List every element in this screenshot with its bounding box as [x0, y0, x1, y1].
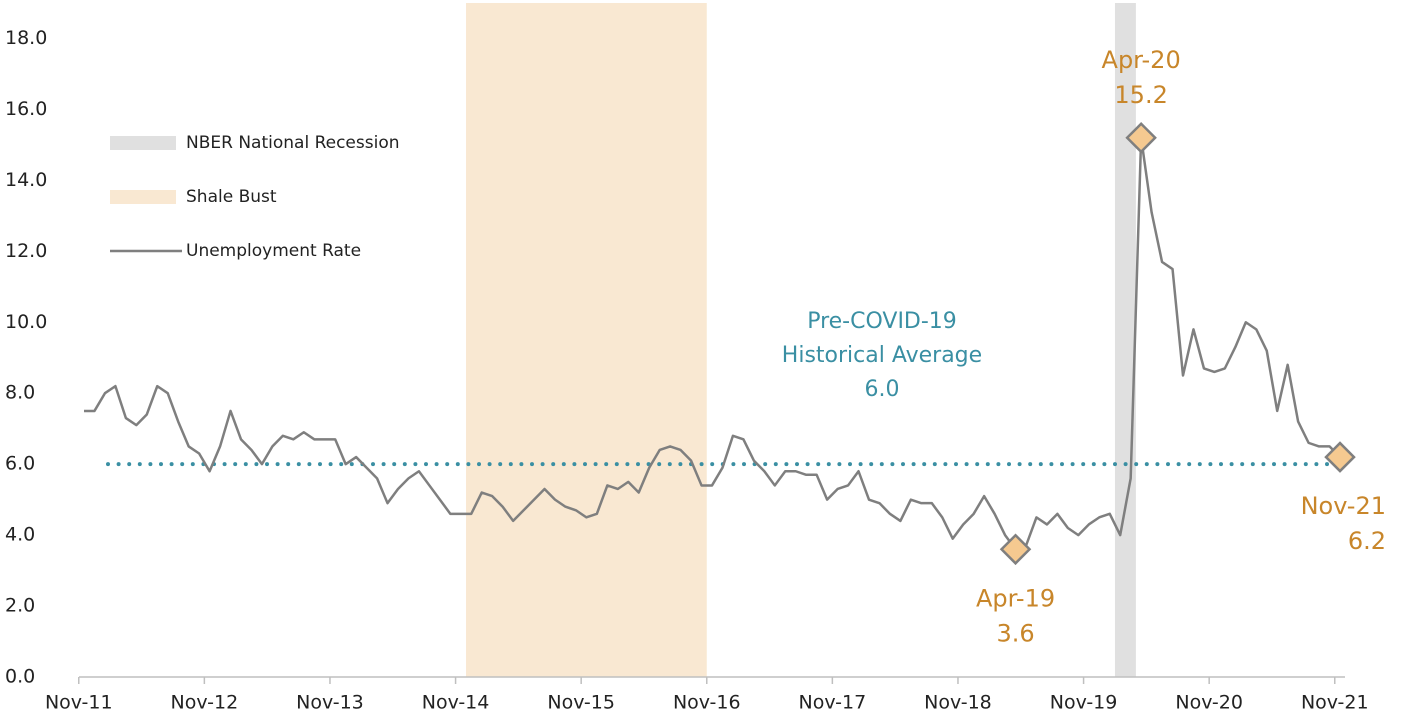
- reference-label: Pre-COVID-19: [807, 309, 957, 334]
- y-tick-label: 8.0: [5, 382, 35, 404]
- x-tick-label: Nov-13: [296, 692, 364, 714]
- x-tick-label: Nov-16: [673, 692, 741, 714]
- highlight-marker: [1324, 441, 1356, 473]
- x-tick-label: Nov-17: [799, 692, 867, 714]
- y-tick-label: 2.0: [5, 595, 35, 617]
- annotation-value: 6.2: [1348, 527, 1386, 555]
- shaded-region: [466, 3, 707, 677]
- x-tick-label: Nov-12: [171, 692, 239, 714]
- y-tick-label: 14.0: [5, 169, 47, 191]
- y-tick-label: 4.0: [5, 524, 35, 546]
- legend-label: NBER National Recession: [186, 133, 400, 153]
- x-tick-label: Nov-20: [1175, 692, 1243, 714]
- highlight-marker: [1125, 122, 1157, 154]
- legend-swatch: [110, 190, 176, 204]
- y-tick-label: 10.0: [5, 311, 47, 333]
- x-tick-label: Nov-11: [45, 692, 113, 714]
- annotation-label: Apr-20: [1102, 46, 1181, 74]
- x-tick-label: Nov-21: [1301, 692, 1369, 714]
- y-tick-label: 12.0: [5, 240, 47, 262]
- legend-label: Shale Bust: [186, 187, 277, 207]
- y-tick-label: 0.0: [5, 666, 35, 688]
- shaded-region: [1114, 3, 1136, 677]
- x-tick-label: Nov-18: [924, 692, 992, 714]
- line-series: [84, 136, 1341, 551]
- x-tick-label: Nov-15: [547, 692, 615, 714]
- y-tick-label: 6.0: [5, 453, 35, 475]
- annotation-value: 3.6: [996, 619, 1034, 647]
- reference-value-label: 6.0: [865, 377, 900, 402]
- annotation-label: Nov-21: [1301, 492, 1386, 520]
- x-tick-label: Nov-14: [422, 692, 490, 714]
- y-tick-label: 18.0: [5, 27, 47, 49]
- highlight-marker: [999, 533, 1032, 566]
- legend-swatch: [110, 136, 176, 150]
- legend-label: Unemployment Rate: [186, 241, 361, 261]
- y-tick-label: 16.0: [5, 98, 47, 120]
- annotation-value: 15.2: [1114, 81, 1167, 109]
- x-tick-label: Nov-19: [1050, 692, 1118, 714]
- reference-label: Historical Average: [782, 343, 982, 368]
- annotation-label: Apr-19: [976, 584, 1055, 612]
